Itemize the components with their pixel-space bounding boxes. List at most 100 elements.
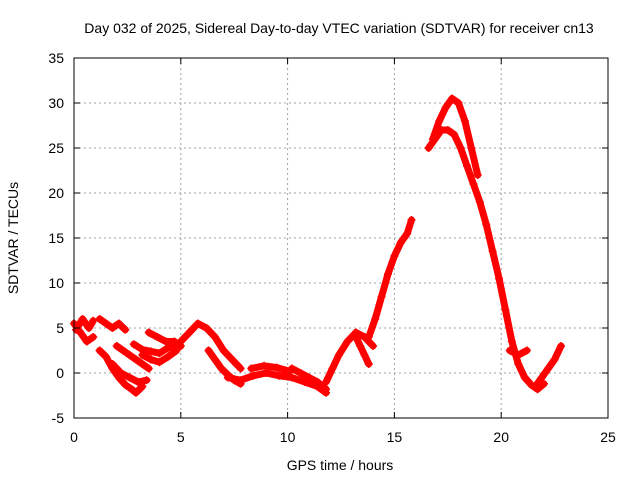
data-point [441,103,450,112]
data-point [505,346,514,355]
y-tick-label: 20 [48,185,64,201]
series-track-l [223,369,331,397]
series-line [247,362,294,375]
data-point [144,364,153,373]
data-point [334,351,343,359]
data-point [210,333,219,341]
data-point [520,373,529,382]
data-point [343,337,352,346]
data-point [155,358,164,367]
data-point [454,99,463,107]
data-point [364,360,373,368]
data-point [116,369,125,377]
y-tick-label: 25 [48,140,64,156]
data-point [95,346,104,355]
data-point [114,319,123,328]
data-point [507,337,516,346]
data-point [131,388,140,397]
series-line [72,315,97,334]
data-point [108,324,117,332]
data-point [236,364,245,373]
data-point [467,144,476,152]
data-point [153,333,162,341]
data-point [360,351,369,359]
data-point [403,229,412,238]
data-point [249,371,258,380]
y-axis-label: SDTVAR / TECUs [5,182,21,294]
data-point [322,385,331,394]
data-point [448,94,457,103]
data-point [322,378,331,386]
data-point [89,333,98,341]
data-point [313,378,322,386]
data-point [121,325,130,334]
data-point [383,270,392,278]
data-point [287,373,296,382]
series-track-f [108,360,151,386]
data-point [488,247,497,256]
series-track-u [531,342,566,391]
data-point [102,352,111,361]
data-point [95,315,104,323]
chart-title: Day 032 of 2025, Sidereal Day-to-day VTE… [84,20,594,36]
data-point [262,369,271,377]
data-point [537,373,546,382]
data-point [428,135,437,143]
data-point [473,171,482,179]
y-tick-label: 35 [48,50,64,66]
data-point [475,198,484,206]
data-point [275,371,284,380]
data-point [127,385,136,394]
x-tick-label: 10 [280,429,296,445]
data-point [522,346,531,355]
data-point [142,376,151,385]
data-point [202,324,211,332]
series-track-s [428,94,482,179]
data-point [125,351,134,359]
data-point [351,333,360,341]
data-point [138,345,147,354]
data-point [119,346,128,355]
data-series [70,94,566,397]
series-track-i [129,340,181,358]
data-point [219,346,228,355]
data-point [557,342,566,350]
data-point [172,342,181,350]
data-point [82,337,91,346]
data-point [112,342,121,350]
data-point [300,378,309,386]
series-track-p [351,333,373,368]
data-point [144,328,153,337]
series-track-t [505,346,531,359]
data-point [514,360,523,368]
data-point [155,349,164,358]
series-track-o [322,328,378,386]
data-point [161,337,170,346]
data-point [482,220,491,229]
x-tick-label: 25 [600,429,616,445]
data-point [450,130,459,139]
data-point [495,274,504,283]
data-point [125,373,134,382]
data-point [377,292,386,301]
series-track-e [112,342,153,373]
data-point [369,342,378,350]
y-tick-label: 30 [48,95,64,111]
data-point [287,364,296,373]
data-point [210,355,219,364]
data-point [356,342,365,350]
series-line [177,320,245,372]
series-line [365,216,415,341]
x-tick-label: 20 [493,429,509,445]
data-point [193,319,202,328]
data-point [456,144,465,152]
x-tick-label: 0 [70,429,78,445]
y-tick-label: 0 [56,365,64,381]
data-point [364,333,373,341]
data-point [424,144,433,152]
data-point [204,346,213,355]
data-point [108,360,117,368]
data-point [129,340,138,349]
data-point [78,315,87,323]
